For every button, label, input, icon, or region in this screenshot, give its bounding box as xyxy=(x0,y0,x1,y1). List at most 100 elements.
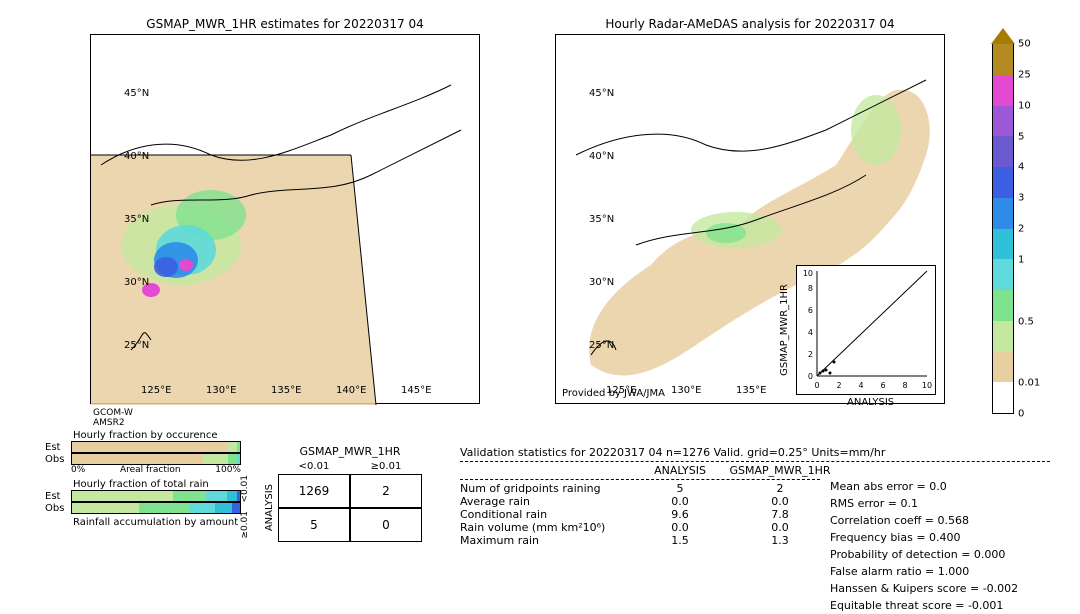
scatter-inset: 0 2 4 6 8 10 0 2 4 6 8 10 ANALYSIS G xyxy=(796,265,936,395)
r-lon-135: 135°E xyxy=(736,385,766,396)
colorbar-segment xyxy=(993,167,1013,198)
svg-text:0: 0 xyxy=(814,381,819,390)
axis-mid: Areal fraction xyxy=(120,465,181,475)
stats-gsmap: 0.0 xyxy=(720,495,840,508)
stats-right: Mean abs error = 0.0RMS error = 0.1Corre… xyxy=(830,478,1018,614)
r-lon-130: 130°E xyxy=(671,385,701,396)
left-map-title: GSMAP_MWR_1HR estimates for 20220317 04 xyxy=(91,17,479,31)
colorbar-top-triangle xyxy=(991,28,1015,44)
sat-line1: GCOM-W xyxy=(93,408,133,418)
fraction-segment xyxy=(203,454,228,464)
colorbar-segment xyxy=(993,259,1013,290)
totalrain-obs-bar xyxy=(71,502,241,514)
colorbar-label: 4 xyxy=(1018,162,1024,173)
svg-text:0: 0 xyxy=(808,372,813,381)
stats-header: Validation statistics for 20220317 04 n=… xyxy=(460,446,1060,459)
svg-text:4: 4 xyxy=(858,381,863,390)
colorbar-segment xyxy=(993,229,1013,260)
left-map-svg xyxy=(91,35,481,405)
fraction-segment xyxy=(139,503,189,513)
fraction-segment xyxy=(237,442,240,452)
obs-label-2: Obs xyxy=(45,503,71,514)
colorbar-label: 3 xyxy=(1018,193,1024,204)
fraction-segment xyxy=(237,454,240,464)
lon-125: 125°E xyxy=(141,385,171,396)
stats-gsmap: 0.0 xyxy=(720,521,840,534)
right-map-panel: Hourly Radar-AMeDAS analysis for 2022031… xyxy=(555,34,945,404)
fraction-segment xyxy=(215,503,232,513)
occurrence-est-bar xyxy=(71,441,241,453)
lat-45: 45°N xyxy=(124,88,149,99)
cell-01: 2 xyxy=(350,474,422,508)
est-label-2: Est xyxy=(45,491,71,502)
colorbar-segment xyxy=(993,321,1013,352)
accum-title: Rainfall accumulation by amount xyxy=(73,517,241,528)
stats-metric: Equitable threat score = -0.001 xyxy=(830,597,1018,614)
stats-metric: Hanssen & Kuipers score = -0.002 xyxy=(830,580,1018,597)
totalrain-title: Hourly fraction of total rain xyxy=(73,479,241,490)
satellite-label: GCOM-W AMSR2 xyxy=(93,408,133,428)
fraction-segment xyxy=(232,503,240,513)
row-ge: ≥0.01 xyxy=(240,511,250,539)
stats-metric: Probability of detection = 0.000 xyxy=(830,546,1018,563)
stats-label: Rain volume (mm km²10⁶) xyxy=(460,521,640,534)
right-map-title: Hourly Radar-AMeDAS analysis for 2022031… xyxy=(556,17,944,31)
fraction-segment xyxy=(206,491,226,501)
svg-text:10: 10 xyxy=(803,269,813,278)
provided-by: Provided by JWA/JMA xyxy=(562,388,665,399)
stats-metric: Frequency bias = 0.400 xyxy=(830,529,1018,546)
svg-text:8: 8 xyxy=(902,381,907,390)
colorbar-segment xyxy=(993,198,1013,229)
cell-11: 0 xyxy=(350,508,422,542)
lat-25: 25°N xyxy=(124,340,149,351)
stats-metric: Mean abs error = 0.0 xyxy=(830,478,1018,495)
stats-analysis: 0.0 xyxy=(640,495,720,508)
contingency-title: GSMAP_MWR_1HR xyxy=(260,445,440,458)
fraction-segment xyxy=(227,491,237,501)
stats-gsmap: 2 xyxy=(720,482,840,495)
colorbar-label: 0.5 xyxy=(1018,316,1034,327)
occurrence-obs-bar xyxy=(71,453,241,465)
r-lat-25: 25°N xyxy=(589,340,614,351)
stats-analysis: 9.6 xyxy=(640,508,720,521)
stats-label: Num of gridpoints raining xyxy=(460,482,640,495)
colorbar: 502510543210.50.010 xyxy=(992,28,1062,408)
r-lat-35: 35°N xyxy=(589,214,614,225)
scatter-ylabel: GSMAP_MWR_1HR xyxy=(779,284,790,376)
stats-block: Validation statistics for 20220317 04 n=… xyxy=(460,446,1060,547)
stats-label: Conditional rain xyxy=(460,508,640,521)
stats-label: Maximum rain xyxy=(460,534,640,547)
stats-label: Average rain xyxy=(460,495,640,508)
stats-metric: Correlation coeff = 0.568 xyxy=(830,512,1018,529)
colorbar-segment xyxy=(993,352,1013,383)
colorbar-label: 1 xyxy=(1018,254,1024,265)
colorbar-segment xyxy=(993,44,1013,75)
svg-text:10: 10 xyxy=(922,381,932,390)
lat-40: 40°N xyxy=(124,151,149,162)
axis-left: 0% xyxy=(71,465,85,475)
obs-label-1: Obs xyxy=(45,454,71,465)
colorbar-label: 2 xyxy=(1018,224,1024,235)
fraction-block: Hourly fraction by occurence Est Obs 0% … xyxy=(45,430,241,528)
colorbar-label: 10 xyxy=(1018,100,1031,111)
cell-00: 1269 xyxy=(278,474,350,508)
totalrain-est-bar xyxy=(71,490,241,502)
cell-10: 5 xyxy=(278,508,350,542)
lon-145: 145°E xyxy=(401,385,431,396)
sat-line2: AMSR2 xyxy=(93,418,125,428)
fraction-segment xyxy=(228,454,236,464)
col-ge: ≥0.01 xyxy=(371,461,402,472)
colorbar-segment xyxy=(993,290,1013,321)
svg-text:2: 2 xyxy=(836,381,841,390)
lon-140: 140°E xyxy=(336,385,366,396)
colorbar-segment xyxy=(993,136,1013,167)
row-lt: <0.01 xyxy=(240,475,250,503)
colorbar-bar xyxy=(992,44,1014,414)
occurrence-title: Hourly fraction by occurence xyxy=(73,430,241,441)
fraction-segment xyxy=(72,503,139,513)
fraction-segment xyxy=(72,454,203,464)
stats-metric: RMS error = 0.1 xyxy=(830,495,1018,512)
colorbar-label: 0 xyxy=(1018,409,1024,420)
stats-col1: ANALYSIS xyxy=(640,464,720,477)
svg-text:8: 8 xyxy=(808,284,813,293)
